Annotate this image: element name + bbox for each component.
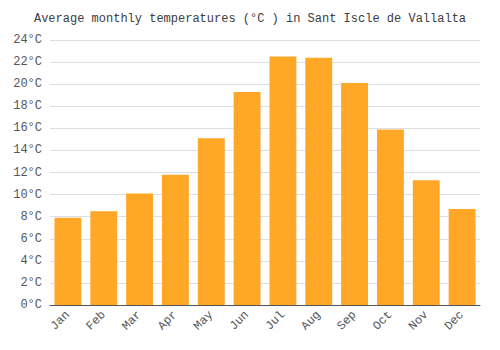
svg-text:Sep: Sep — [334, 308, 359, 333]
svg-text:4°C: 4°C — [20, 254, 42, 268]
svg-text:14°C: 14°C — [13, 143, 42, 157]
svg-text:Jul: Jul — [263, 308, 288, 333]
svg-text:Feb: Feb — [84, 308, 109, 333]
svg-text:12°C: 12°C — [13, 166, 42, 180]
svg-text:2°C: 2°C — [20, 276, 42, 290]
svg-text:Oct: Oct — [370, 308, 395, 333]
svg-text:22°C: 22°C — [13, 55, 42, 69]
svg-text:Apr: Apr — [155, 308, 180, 333]
svg-text:16°C: 16°C — [13, 121, 42, 135]
svg-text:24°C: 24°C — [13, 33, 42, 47]
svg-text:6°C: 6°C — [20, 232, 42, 246]
svg-text:Jan: Jan — [48, 308, 73, 333]
svg-text:Aug: Aug — [299, 308, 324, 333]
svg-text:Jun: Jun — [227, 308, 252, 333]
svg-text:May: May — [191, 308, 216, 333]
svg-text:Dec: Dec — [442, 308, 467, 333]
svg-text:18°C: 18°C — [13, 99, 42, 113]
svg-text:10°C: 10°C — [13, 188, 42, 202]
svg-text:Average monthly temperatures (: Average monthly temperatures (°C ) in Sa… — [34, 12, 466, 26]
svg-text:Nov: Nov — [406, 308, 431, 333]
svg-text:20°C: 20°C — [13, 77, 42, 91]
svg-text:0°C: 0°C — [20, 298, 42, 312]
svg-text:Mar: Mar — [119, 308, 144, 333]
svg-text:8°C: 8°C — [20, 210, 42, 224]
